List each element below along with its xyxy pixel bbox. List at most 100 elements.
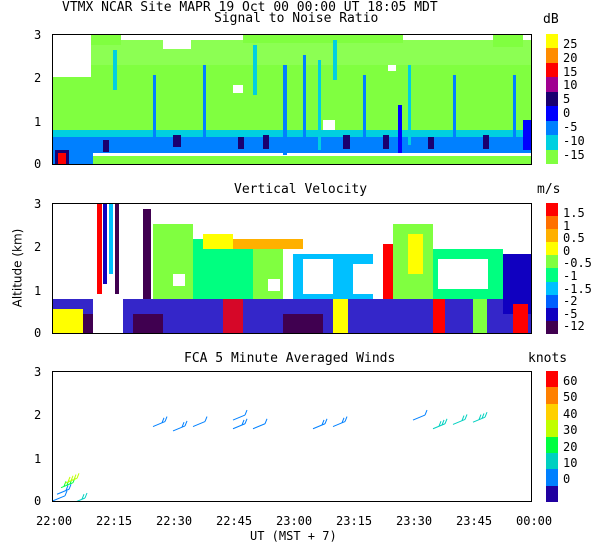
wind-ytick-1: 1 [34, 452, 42, 466]
snr-heatmap [53, 35, 531, 164]
colorbar-label: 0 [563, 106, 571, 121]
colorbar-swatch [546, 91, 558, 107]
wind-barb [172, 420, 188, 432]
colorbar-label: 1 [563, 218, 571, 233]
wind-barb [452, 414, 468, 425]
snr-colorbar [546, 34, 558, 164]
colorbar-swatch [546, 255, 558, 269]
snr-ytick-0: 0 [34, 157, 42, 171]
colorbar-label: 15 [563, 64, 578, 79]
colorbar-swatch [546, 229, 558, 243]
colorbar-swatch [546, 48, 558, 63]
colorbar-swatch [546, 371, 558, 388]
snr-title: Signal to Noise Ratio [214, 11, 379, 26]
colorbar-label: 20 [563, 439, 578, 454]
xtick-3: 22:45 [216, 514, 253, 528]
colorbar-label: 0 [563, 472, 571, 487]
vv-ytick-1: 1 [34, 284, 42, 298]
x-axis-label: UT (MST + 7) [250, 529, 337, 543]
colorbar-label: -15 [563, 147, 585, 162]
xtick-6: 23:30 [396, 514, 433, 528]
wind-barb [232, 409, 248, 421]
colorbar-swatch [546, 77, 558, 92]
wind-barb [56, 484, 72, 495]
wind-title: FCA 5 Minute Averaged Winds [184, 351, 396, 366]
wind-barb [252, 418, 268, 430]
xtick-8: 00:00 [516, 514, 553, 528]
colorbar-swatch [546, 387, 558, 404]
wind-barb [332, 416, 348, 428]
wind-colorbar [546, 371, 558, 502]
wind-barbs [53, 409, 488, 501]
snr-ytick-2: 2 [34, 71, 42, 85]
colorbar-swatch [546, 149, 558, 164]
colorbar-swatch [546, 436, 558, 453]
xtick-0: 22:00 [36, 514, 73, 528]
wind-barb [64, 473, 80, 484]
colorbar-label: 10 [563, 455, 578, 470]
wind-barb [152, 416, 168, 428]
colorbar-swatch [546, 135, 558, 150]
colorbar-label: -1 [563, 268, 578, 283]
colorbar-label: -10 [563, 133, 585, 148]
wind-barb [53, 490, 68, 501]
colorbar-swatch [546, 420, 558, 437]
colorbar-label: 5 [563, 92, 571, 107]
colorbar-swatch [546, 216, 558, 230]
wind-barb [312, 418, 328, 430]
vv-ytick-0: 0 [34, 326, 42, 340]
snr-plot [52, 34, 532, 165]
colorbar-label: 0 [563, 243, 571, 258]
colorbar-swatch [546, 320, 558, 334]
vv-ytick-3: 3 [34, 197, 42, 211]
wind-plot [52, 371, 532, 502]
snr-ytick-1: 1 [34, 115, 42, 129]
wind-ytick-2: 2 [34, 408, 42, 422]
wind-barb [432, 418, 448, 430]
colorbar-label: 10 [563, 78, 578, 93]
colorbar-label: -2 [563, 294, 578, 309]
colorbar-label: -12 [563, 319, 585, 334]
xtick-7: 23:45 [456, 514, 493, 528]
xtick-4: 23:00 [276, 514, 313, 528]
colorbar-label: 1.5 [563, 206, 585, 220]
y-axis-label: Altitude (km) [10, 228, 25, 308]
xtick-5: 23:15 [336, 514, 373, 528]
colorbar-label: 25 [563, 37, 578, 51]
colorbar-swatch [546, 106, 558, 121]
snr-ytick-3: 3 [34, 28, 42, 42]
snr-unit: dB [543, 12, 559, 27]
page-title: VTMX NCAR Site MAPR 19 Oct 00 00:00 UT 1… [62, 0, 438, 15]
wind-barb [76, 492, 88, 501]
colorbar-swatch [546, 452, 558, 470]
colorbar-swatch [546, 242, 558, 256]
colorbar-label: -0.5 [563, 256, 592, 271]
colorbar-label: 20 [563, 50, 578, 65]
vv-ytick-2: 2 [34, 240, 42, 254]
colorbar-label: -1.5 [563, 281, 592, 296]
colorbar-label: -5 [563, 119, 578, 134]
colorbar-swatch [546, 203, 558, 217]
colorbar-swatch [546, 62, 558, 78]
colorbar-swatch [546, 294, 558, 308]
colorbar-swatch [546, 268, 558, 282]
colorbar-label: 60 [563, 374, 578, 388]
wind-barb [412, 409, 428, 421]
wind-unit: knots [528, 351, 568, 366]
xtick-2: 22:30 [156, 514, 193, 528]
colorbar-swatch [546, 281, 558, 295]
wind-ytick-3: 3 [34, 365, 42, 379]
vv-colorbar [546, 203, 558, 334]
wind-barb [472, 412, 488, 423]
colorbar-swatch [546, 485, 558, 502]
colorbar-swatch [546, 307, 558, 321]
wind-barb [192, 416, 208, 428]
colorbar-label: 30 [563, 423, 578, 438]
colorbar-swatch [546, 120, 558, 136]
colorbar-swatch [546, 403, 558, 421]
vv-plot [52, 203, 532, 334]
colorbar-swatch [546, 469, 558, 486]
colorbar-label: 50 [563, 390, 578, 405]
vv-unit: m/s [537, 182, 561, 197]
colorbar-label: 0.5 [563, 231, 585, 246]
